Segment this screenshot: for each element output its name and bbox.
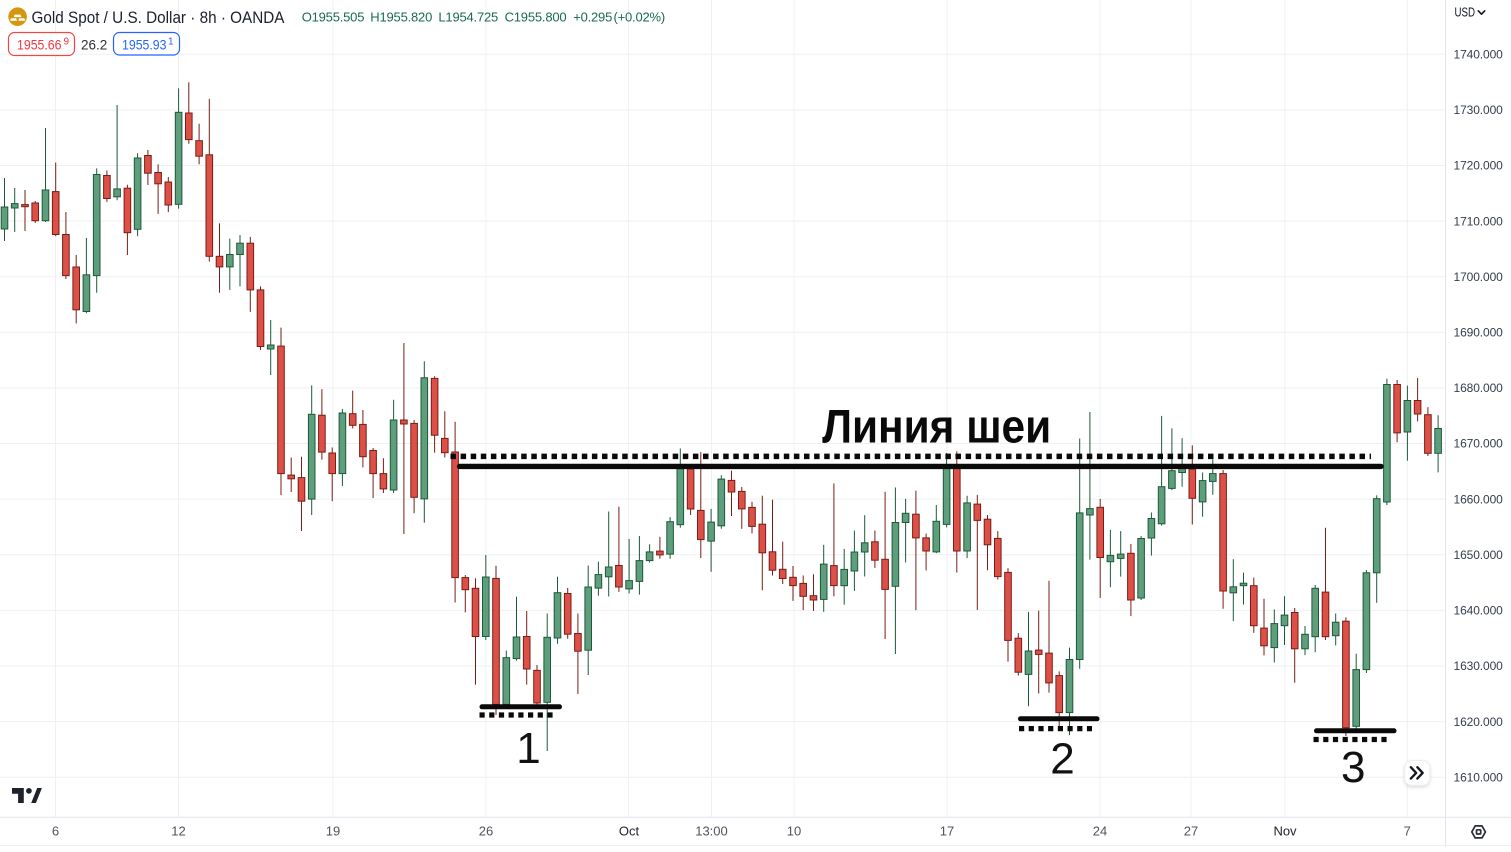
svg-text:1680.000: 1680.000 bbox=[1454, 381, 1504, 395]
svg-text:1620.000: 1620.000 bbox=[1454, 715, 1504, 729]
svg-text:26: 26 bbox=[479, 824, 493, 839]
svg-text:1710.000: 1710.000 bbox=[1454, 214, 1504, 228]
svg-text:Nov: Nov bbox=[1273, 824, 1297, 839]
svg-text:+0.295: +0.295 bbox=[573, 10, 612, 25]
svg-text:1690.000: 1690.000 bbox=[1454, 326, 1504, 340]
svg-text:1: 1 bbox=[516, 724, 540, 773]
svg-text:9: 9 bbox=[64, 37, 70, 48]
svg-text:USD: USD bbox=[1455, 6, 1476, 20]
svg-text:1630.000: 1630.000 bbox=[1454, 659, 1504, 673]
svg-text:L1954.725: L1954.725 bbox=[438, 10, 498, 25]
svg-text:6: 6 bbox=[52, 824, 59, 839]
svg-text:O1955.505: O1955.505 bbox=[302, 10, 365, 25]
svg-text:Gold Spot / U.S. Dollar · 8h ·: Gold Spot / U.S. Dollar · 8h · OANDA bbox=[32, 9, 285, 27]
svg-text:12: 12 bbox=[171, 824, 185, 839]
svg-text:H1955.820: H1955.820 bbox=[370, 10, 432, 25]
svg-text:1720.000: 1720.000 bbox=[1454, 159, 1504, 173]
svg-text:1: 1 bbox=[168, 37, 174, 48]
svg-text:27: 27 bbox=[1184, 824, 1198, 839]
svg-text:10: 10 bbox=[787, 824, 801, 839]
svg-text:(+0.02%): (+0.02%) bbox=[614, 10, 666, 25]
svg-text:24: 24 bbox=[1093, 824, 1107, 839]
svg-text:1660.000: 1660.000 bbox=[1454, 492, 1504, 506]
svg-text:13:00: 13:00 bbox=[695, 824, 728, 839]
svg-text:1700.000: 1700.000 bbox=[1454, 270, 1504, 284]
svg-text:1740.000: 1740.000 bbox=[1454, 48, 1504, 62]
svg-text:7: 7 bbox=[1404, 824, 1411, 839]
svg-text:1640.000: 1640.000 bbox=[1454, 604, 1504, 618]
svg-text:1670.000: 1670.000 bbox=[1454, 437, 1504, 451]
svg-text:1650.000: 1650.000 bbox=[1454, 548, 1504, 562]
svg-text:1955.66: 1955.66 bbox=[17, 38, 62, 53]
svg-text:3: 3 bbox=[1341, 743, 1365, 792]
svg-text:Oct: Oct bbox=[619, 824, 640, 839]
svg-text:Линия шеи: Линия шеи bbox=[822, 400, 1051, 453]
svg-text:C1955.800: C1955.800 bbox=[505, 10, 567, 25]
svg-text:26.2: 26.2 bbox=[81, 38, 107, 53]
svg-text:1955.93: 1955.93 bbox=[122, 38, 167, 53]
svg-text:1730.000: 1730.000 bbox=[1454, 103, 1504, 117]
svg-text:17: 17 bbox=[940, 824, 954, 839]
svg-text:2: 2 bbox=[1050, 735, 1074, 784]
svg-text:19: 19 bbox=[326, 824, 340, 839]
svg-text:1610.000: 1610.000 bbox=[1454, 770, 1504, 784]
